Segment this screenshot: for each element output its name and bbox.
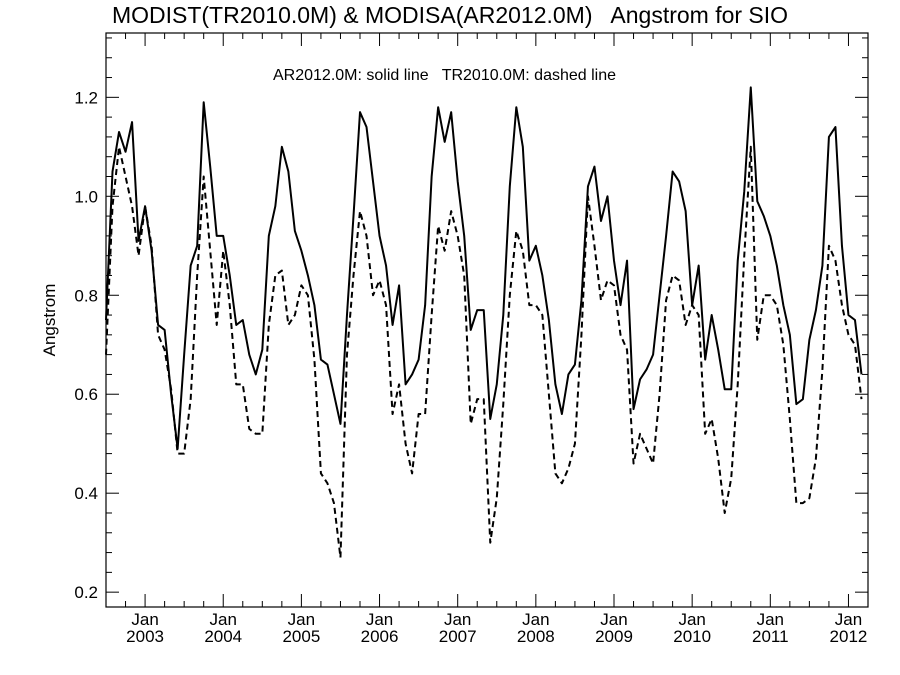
chart-title: MODIST(TR2010.0M) & MODISA(AR2012.0M) An…	[111, 2, 789, 28]
x-tick-month-label: Jan	[678, 610, 705, 629]
y-tick-label: 1.0	[74, 187, 98, 206]
series-line-solid	[105, 86, 863, 450]
x-tick-month-label: Jan	[600, 610, 627, 629]
y-axis-title: Angstrom	[40, 284, 59, 357]
x-tick-year-label: 2003	[126, 627, 164, 646]
x-tick-year-label: 2006	[361, 627, 399, 646]
legend-annotation: AR2012.0M: solid line TR2010.0M: dashed …	[273, 67, 616, 84]
x-tick-month-label: Jan	[366, 610, 393, 629]
y-tick-label: 0.6	[74, 385, 98, 404]
x-tick-year-label: 2004	[204, 627, 242, 646]
series-layer	[105, 86, 863, 559]
x-tick-month-label: Jan	[131, 610, 158, 629]
y-tick-label: 1.2	[74, 88, 98, 107]
y-tick-label: 0.8	[74, 286, 98, 305]
x-tick-month-label: Jan	[757, 610, 784, 629]
x-tick-year-label: 2010	[673, 627, 711, 646]
x-tick-year-label: 2005	[282, 627, 320, 646]
x-tick-year-label: 2011	[752, 627, 789, 646]
plot-frame	[105, 32, 869, 608]
x-tick-month-label: Jan	[444, 610, 471, 629]
y-tick-label: 0.4	[74, 484, 98, 503]
y-tick-label: 0.2	[74, 583, 98, 602]
series-line-dashed	[105, 145, 863, 559]
x-tick-month-label: Jan	[522, 610, 549, 629]
x-tick-year-label: 2012	[830, 627, 868, 646]
x-tick-month-label: Jan	[210, 610, 237, 629]
x-tick-year-label: 2007	[439, 627, 477, 646]
y-axis-ticks: 0.2 0.4 0.6 0.8 1.0 1.2	[74, 37, 868, 602]
x-axis-ticks: Jan2003Jan2004Jan2005Jan2006Jan2007Jan20…	[105, 33, 869, 646]
x-tick-month-label: Jan	[835, 610, 862, 629]
x-tick-year-label: 2009	[595, 627, 633, 646]
x-tick-year-label: 2008	[517, 627, 555, 646]
x-tick-month-label: Jan	[288, 610, 315, 629]
